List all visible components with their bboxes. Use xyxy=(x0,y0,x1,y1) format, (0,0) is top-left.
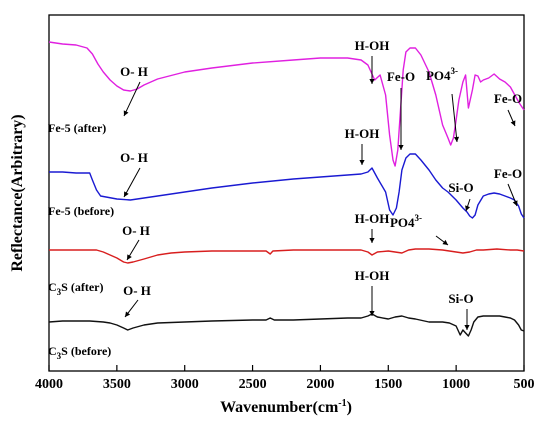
series-label: Fe-5 (before) xyxy=(48,204,114,218)
annotation-label: Si-O xyxy=(448,291,473,306)
annotation-arrowhead xyxy=(442,239,448,245)
annotation-label: Fe-O xyxy=(494,91,522,106)
x-tick-label: 3000 xyxy=(171,377,199,392)
series-layer xyxy=(48,41,525,337)
annotation-arrowhead xyxy=(464,325,470,330)
annotation-arrowhead xyxy=(359,160,365,165)
annotation-label: Fe-O xyxy=(494,166,522,181)
annotation-label: O- H xyxy=(123,283,151,298)
series-label: C3S (before) xyxy=(48,344,111,361)
annotation-arrowhead xyxy=(369,79,375,84)
x-tick-label: 2000 xyxy=(306,377,334,392)
series-line-1 xyxy=(49,153,525,219)
annotation-arrowhead xyxy=(465,205,471,211)
x-tick-label: 3500 xyxy=(103,377,131,392)
annotation-label: O- H xyxy=(122,223,150,238)
annotation-label: H-OH xyxy=(355,211,390,226)
x-axis: 4000 3500 3000 2500 2000 1500 1000 500 xyxy=(35,365,535,392)
annotation-label: H-OH xyxy=(345,126,380,141)
series-line-3 xyxy=(48,313,525,337)
series-labels: Fe-5 (after) Fe-5 (before) C3S (after) C3S … xyxy=(48,121,114,361)
series-label: Fe-5 (after) xyxy=(48,121,106,135)
annotation-arrow xyxy=(123,167,141,198)
annotation-arrowhead xyxy=(127,254,132,260)
annotations: O- H H-OH Fe-O PO43- Fe-O O- H H-OH Si-O Fe-O O- … xyxy=(120,38,522,330)
annotation-label: PO43- xyxy=(426,66,458,83)
annotation-label: H-OH xyxy=(355,38,390,53)
annotation-arrowhead xyxy=(453,136,460,142)
annotation-arrowhead xyxy=(398,145,404,150)
x-tick-label: 2500 xyxy=(239,377,267,392)
annotation-label: PO43- xyxy=(390,213,422,230)
annotation-arrowhead xyxy=(123,110,129,116)
annotation-arrow xyxy=(123,81,141,117)
x-axis-title: Wavenumber(cm-1) xyxy=(220,398,352,416)
series-label: C3S (after) xyxy=(48,280,103,297)
annotation-label: Si-O xyxy=(448,180,473,195)
x-tick-label: 1500 xyxy=(374,377,402,392)
series-line-2 xyxy=(49,248,525,264)
x-tick-label: 1000 xyxy=(442,377,470,392)
annotation-arrowhead xyxy=(510,120,516,126)
annotation-arrowhead xyxy=(124,191,129,197)
annotation-arrow xyxy=(451,93,458,143)
annotation-label: Fe-O xyxy=(387,69,415,84)
y-axis-title: Reflectance(Arbitrary) xyxy=(9,114,26,271)
series-line-0 xyxy=(48,41,525,167)
annotation-label: O- H xyxy=(120,150,148,165)
annotation-arrowhead xyxy=(369,311,375,316)
x-tick-label: 500 xyxy=(514,377,535,392)
annotation-label: H-OH xyxy=(355,268,390,283)
annotation-arrowhead xyxy=(125,311,131,317)
annotation-arrowhead xyxy=(369,238,375,243)
x-tick-label: 4000 xyxy=(35,377,63,392)
annotation-arrowhead xyxy=(512,200,518,206)
annotation-label: O- H xyxy=(120,64,148,79)
plot-frame xyxy=(48,14,525,372)
